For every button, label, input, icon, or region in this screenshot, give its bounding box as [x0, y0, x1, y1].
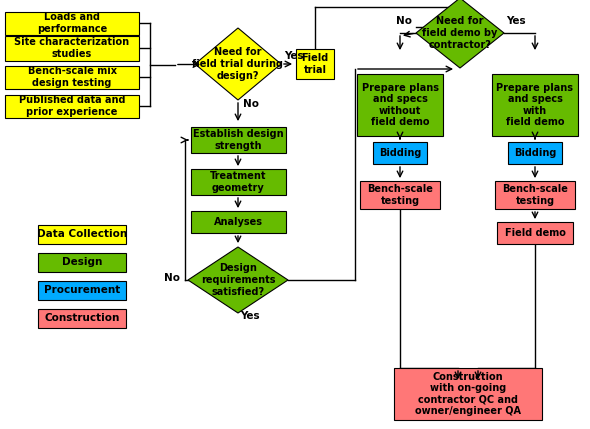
Text: Field demo: Field demo: [504, 228, 565, 238]
FancyBboxPatch shape: [394, 368, 542, 420]
Text: Need for
field trial during
design?: Need for field trial during design?: [192, 47, 284, 81]
Text: Published data and
prior experience: Published data and prior experience: [19, 95, 125, 117]
Text: Bench-scale
testing: Bench-scale testing: [502, 184, 568, 206]
FancyBboxPatch shape: [38, 281, 126, 299]
Text: Data Collection: Data Collection: [37, 229, 127, 239]
Text: Analyses: Analyses: [214, 217, 263, 227]
Polygon shape: [195, 28, 281, 100]
Text: Bench-scale mix
design testing: Bench-scale mix design testing: [28, 66, 116, 88]
Text: Yes: Yes: [284, 51, 304, 61]
Polygon shape: [416, 0, 504, 68]
FancyBboxPatch shape: [38, 308, 126, 327]
Text: Prepare plans
and specs
without
field demo: Prepare plans and specs without field de…: [362, 83, 438, 127]
Text: No: No: [164, 273, 180, 283]
Text: Yes: Yes: [240, 311, 260, 321]
FancyBboxPatch shape: [508, 142, 562, 164]
Text: Treatment
geometry: Treatment geometry: [210, 171, 266, 193]
Text: Site characterization
studies: Site characterization studies: [14, 37, 130, 59]
FancyBboxPatch shape: [373, 142, 427, 164]
Text: Construction: Construction: [44, 313, 120, 323]
FancyBboxPatch shape: [191, 211, 286, 233]
FancyBboxPatch shape: [191, 127, 286, 153]
FancyBboxPatch shape: [38, 224, 126, 244]
FancyBboxPatch shape: [497, 222, 573, 244]
FancyBboxPatch shape: [296, 49, 334, 79]
FancyBboxPatch shape: [191, 169, 286, 195]
FancyBboxPatch shape: [360, 181, 440, 209]
Text: Prepare plans
and specs
with
field demo: Prepare plans and specs with field demo: [497, 83, 573, 127]
FancyBboxPatch shape: [38, 253, 126, 272]
Text: Field
trial: Field trial: [301, 53, 329, 75]
Text: No: No: [243, 99, 259, 109]
Polygon shape: [188, 247, 288, 313]
FancyBboxPatch shape: [357, 74, 443, 136]
Text: Design
requirements
satisfied?: Design requirements satisfied?: [201, 263, 276, 296]
Text: Design: Design: [62, 257, 102, 267]
Text: Bidding: Bidding: [514, 148, 556, 158]
FancyBboxPatch shape: [495, 181, 575, 209]
FancyBboxPatch shape: [5, 36, 139, 60]
Text: Procurement: Procurement: [44, 285, 120, 295]
Text: Yes: Yes: [506, 16, 526, 26]
Text: Need for
field demo by
contractor?: Need for field demo by contractor?: [422, 16, 498, 50]
Text: Construction
with on-going
contractor QC and
owner/engineer QA: Construction with on-going contractor QC…: [415, 372, 521, 417]
FancyBboxPatch shape: [5, 94, 139, 118]
Text: Bench-scale
testing: Bench-scale testing: [367, 184, 433, 206]
FancyBboxPatch shape: [5, 12, 139, 34]
FancyBboxPatch shape: [5, 66, 139, 88]
FancyBboxPatch shape: [492, 74, 578, 136]
Text: No: No: [396, 16, 412, 26]
Text: Loads and
performance: Loads and performance: [37, 12, 107, 34]
Text: Bidding: Bidding: [379, 148, 421, 158]
Text: Establish design
strength: Establish design strength: [193, 129, 283, 151]
